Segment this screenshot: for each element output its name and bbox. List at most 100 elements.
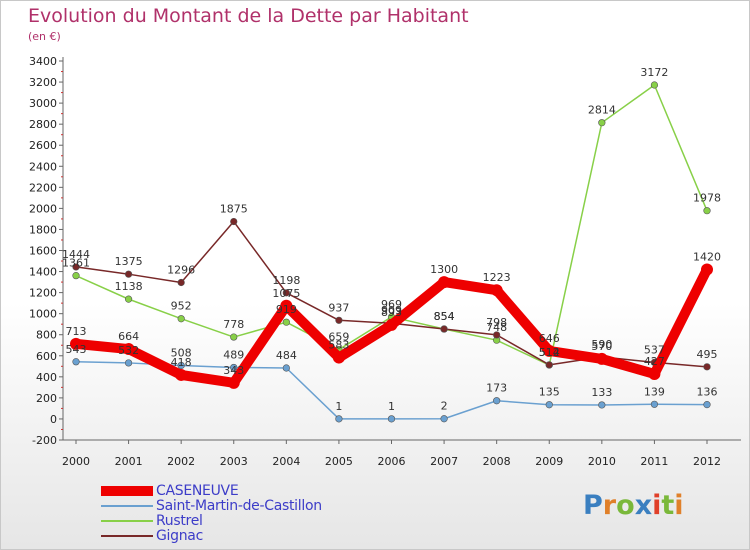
data-point-2 — [72, 272, 80, 280]
data-point-0 — [438, 276, 451, 289]
y-tick-label: 2400 — [29, 160, 57, 173]
y-tick-label: 400 — [36, 371, 57, 384]
data-point-2 — [124, 295, 133, 303]
data-point-0 — [648, 367, 661, 380]
data-label-2: 2814 — [588, 104, 616, 117]
data-point-1 — [124, 359, 133, 367]
data-label-1: 135 — [539, 386, 560, 399]
data-point-0 — [385, 318, 398, 331]
data-point-0 — [595, 352, 608, 365]
data-point-3 — [440, 325, 448, 333]
data-label-0: 713 — [66, 325, 87, 338]
data-label-1: 532 — [118, 344, 139, 357]
data-label-2: 854 — [434, 310, 455, 323]
data-point-1 — [703, 401, 711, 409]
data-point-1 — [230, 363, 238, 372]
x-tick-label: 2010 — [588, 455, 616, 468]
data-point-1 — [650, 400, 659, 408]
x-tick-label: 2004 — [272, 455, 300, 468]
data-label-3: 909 — [381, 304, 402, 317]
data-label-1: 508 — [171, 346, 192, 359]
logo-letter: x — [634, 490, 653, 521]
series-line-3 — [75, 220, 708, 368]
y-tick-label: 1800 — [29, 223, 57, 236]
data-point-3 — [124, 270, 133, 278]
data-label-0: 1300 — [430, 263, 458, 276]
data-label-3: 590 — [591, 338, 612, 351]
y-tick-label: 2000 — [29, 202, 57, 215]
data-label-0: 1420 — [693, 250, 721, 263]
data-label-0: 893 — [381, 306, 402, 319]
logo-letter: r — [602, 490, 617, 521]
data-point-0 — [490, 284, 503, 297]
y-tick-label: 2200 — [29, 181, 57, 194]
legend-swatch-saint-martin — [101, 504, 153, 507]
data-point-2 — [282, 318, 290, 326]
data-point-2 — [650, 81, 659, 89]
data-point-1 — [177, 361, 185, 370]
data-label-0: 343 — [223, 364, 244, 377]
legend-item-rustrel: Rustrel — [101, 512, 322, 529]
data-label-2: 969 — [381, 298, 402, 311]
data-label-1: 133 — [591, 386, 612, 399]
data-point-0 — [543, 344, 556, 357]
data-point-1 — [387, 415, 396, 423]
data-label-0: 646 — [539, 332, 560, 345]
x-tick-label: 2005 — [325, 455, 353, 468]
data-label-3: 495 — [697, 348, 718, 361]
y-tick-label: -200 — [32, 434, 57, 447]
data-label-1: 1 — [388, 400, 395, 413]
logo-letter: i — [652, 490, 662, 521]
data-label-2: 1138 — [115, 280, 143, 293]
y-tick-label: 600 — [36, 350, 57, 363]
data-label-1: 139 — [644, 385, 665, 398]
x-tick-label: 2000 — [62, 455, 90, 468]
chart-subtitle: (en €) — [28, 30, 61, 43]
legend: CASENEUVE Saint-Martin-de-Castillon Rust… — [101, 483, 322, 544]
data-point-3 — [493, 331, 501, 339]
data-label-3: 537 — [644, 343, 665, 356]
data-label-1: 484 — [276, 349, 297, 362]
data-point-1 — [598, 401, 606, 409]
legend-swatch-rustrel — [101, 519, 153, 522]
y-tick-label: 1400 — [29, 266, 57, 279]
legend-label-gignac: Gignac — [156, 527, 203, 544]
x-tick-label: 2006 — [378, 455, 406, 468]
y-tick-label: 800 — [36, 329, 57, 342]
data-label-2: 952 — [171, 300, 192, 313]
data-label-1: 543 — [66, 343, 87, 356]
y-tick-label: 2800 — [29, 118, 57, 131]
y-tick-label: 3200 — [29, 76, 57, 89]
data-point-1 — [545, 401, 553, 409]
data-point-1 — [440, 415, 448, 423]
data-label-1: 136 — [697, 386, 718, 399]
data-point-3 — [282, 289, 290, 297]
y-tick-label: 3400 — [29, 55, 57, 68]
legend-label-rustrel: Rustrel — [156, 512, 203, 529]
data-label-0: 570 — [591, 340, 612, 353]
data-label-2: 748 — [486, 321, 507, 334]
x-tick-label: 2009 — [535, 455, 563, 468]
data-point-2 — [177, 315, 185, 323]
data-label-0: 1223 — [483, 271, 511, 284]
data-point-1 — [282, 364, 290, 372]
x-tick-label: 2011 — [640, 455, 668, 468]
data-point-0 — [701, 263, 713, 276]
data-label-0: 583 — [328, 339, 349, 352]
legend-item-caseneuve: CASENEUVE — [101, 483, 322, 499]
data-point-2 — [230, 333, 238, 341]
legend-label-saint-martin: Saint-Martin-de-Castillon — [156, 497, 322, 514]
data-label-0: 427 — [644, 355, 665, 368]
data-point-3 — [335, 316, 343, 324]
data-point-3 — [230, 217, 238, 226]
logo-letter: t — [661, 490, 675, 521]
data-label-2: 3172 — [640, 66, 668, 79]
x-tick-label: 2003 — [220, 455, 248, 468]
data-label-2: 659 — [328, 331, 349, 344]
data-point-3 — [545, 361, 553, 369]
data-label-3: 1375 — [115, 255, 143, 268]
data-point-0 — [122, 343, 135, 356]
data-label-3: 798 — [486, 316, 507, 329]
y-tick-label: 1000 — [29, 308, 57, 321]
y-tick-label: 3000 — [29, 97, 57, 110]
